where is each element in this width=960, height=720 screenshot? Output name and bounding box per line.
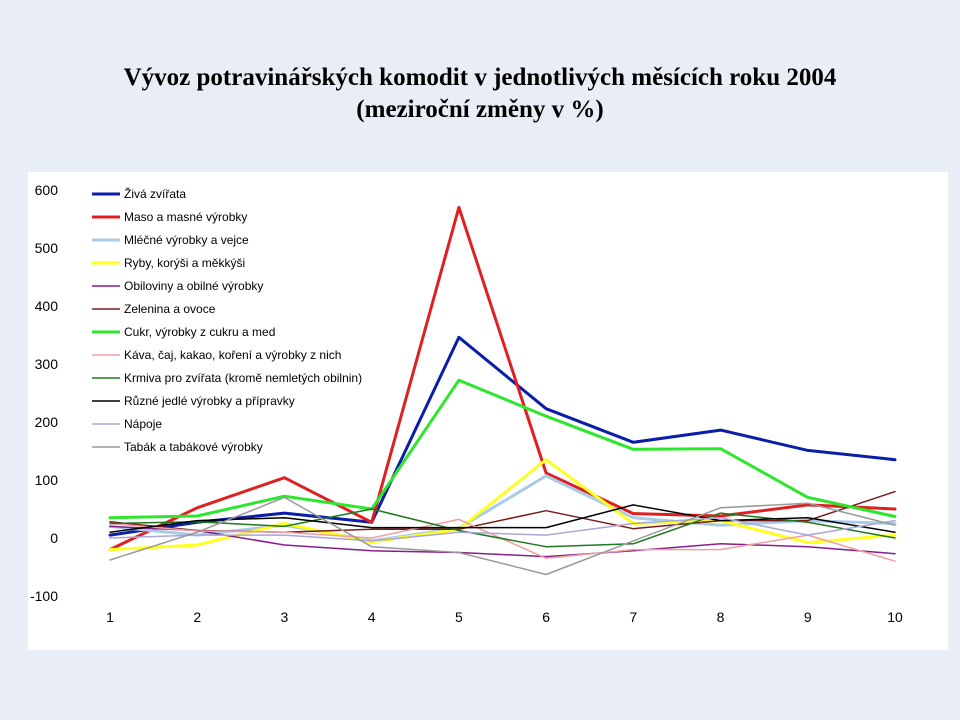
series-line (109, 525, 896, 558)
legend-entry: Maso a masné výrobky (124, 210, 247, 224)
legend-entry: Káva, čaj, kakao, koření a výrobky z nic… (124, 348, 341, 362)
x-tick-label: 9 (804, 609, 812, 625)
legend-entry: Zelenina a ovoce (124, 302, 216, 316)
x-tick-label: 10 (887, 609, 903, 625)
series-lines (108, 205, 897, 576)
series-line (108, 378, 897, 520)
legend: Živá zvířata Maso a masné výrobky Mléčné v… (86, 180, 376, 462)
chart-panel: -100 0 100 200 300 400 500 600 1 2 3 4 5 6 7 8 9 10 Živá… (28, 172, 948, 650)
legend-entry: Cukr, výrobky z cukru a med (124, 325, 275, 339)
x-tick-label: 6 (542, 609, 550, 625)
series-line (108, 458, 897, 552)
x-axis-ticks: 1 2 3 4 5 6 7 8 9 10 (106, 609, 903, 625)
y-tick-label: 400 (35, 298, 59, 314)
legend-entry: Obiloviny a obilné výrobky (124, 279, 263, 293)
legend-entry: Ryby, korýši a měkkýši (124, 256, 245, 270)
x-tick-label: 5 (455, 609, 463, 625)
legend-background (86, 180, 376, 462)
x-tick-label: 3 (281, 609, 289, 625)
line-chart: -100 0 100 200 300 400 500 600 1 2 3 4 5 6 7 8 9 10 Živá… (30, 180, 903, 625)
x-tick-label: 2 (193, 609, 201, 625)
series-line (108, 205, 897, 552)
y-tick-label: 100 (35, 472, 59, 488)
y-tick-label: 600 (35, 182, 59, 198)
series-line (108, 474, 897, 543)
y-tick-label: 0 (50, 530, 58, 546)
series-line (109, 496, 896, 576)
chart-title-line1: Vývoz potravinářských komodit v jednotli… (123, 64, 837, 91)
series-line (108, 335, 897, 537)
legend-entry: Různé jedlé výrobky a přípravky (124, 394, 295, 408)
y-axis-ticks: -100 0 100 200 300 400 500 600 (30, 182, 58, 604)
series-line (109, 508, 896, 548)
legend-entry: Živá zvířata (124, 186, 186, 201)
y-tick-label: 200 (35, 414, 59, 430)
series-line (109, 504, 896, 533)
legend-entry: Krmiva pro zvířata (kromě nemletých obil… (124, 371, 362, 385)
x-tick-label: 7 (629, 609, 637, 625)
legend-entry: Mléčné výrobky a vejce (124, 233, 249, 247)
series-line (109, 516, 896, 542)
chart-title: Vývoz potravinářských komodit v jednotli… (0, 62, 960, 126)
y-tick-label: 300 (35, 356, 59, 372)
chart-title-line2: (meziroční změny v %) (356, 96, 604, 123)
x-tick-label: 8 (717, 609, 725, 625)
y-tick-label: 500 (35, 240, 59, 256)
legend-entry: Nápoje (124, 417, 162, 431)
x-tick-label: 1 (106, 609, 114, 625)
legend-entry: Tabák a tabákové výrobky (124, 440, 263, 454)
x-tick-label: 4 (368, 609, 376, 625)
y-tick-label: -100 (30, 588, 58, 604)
